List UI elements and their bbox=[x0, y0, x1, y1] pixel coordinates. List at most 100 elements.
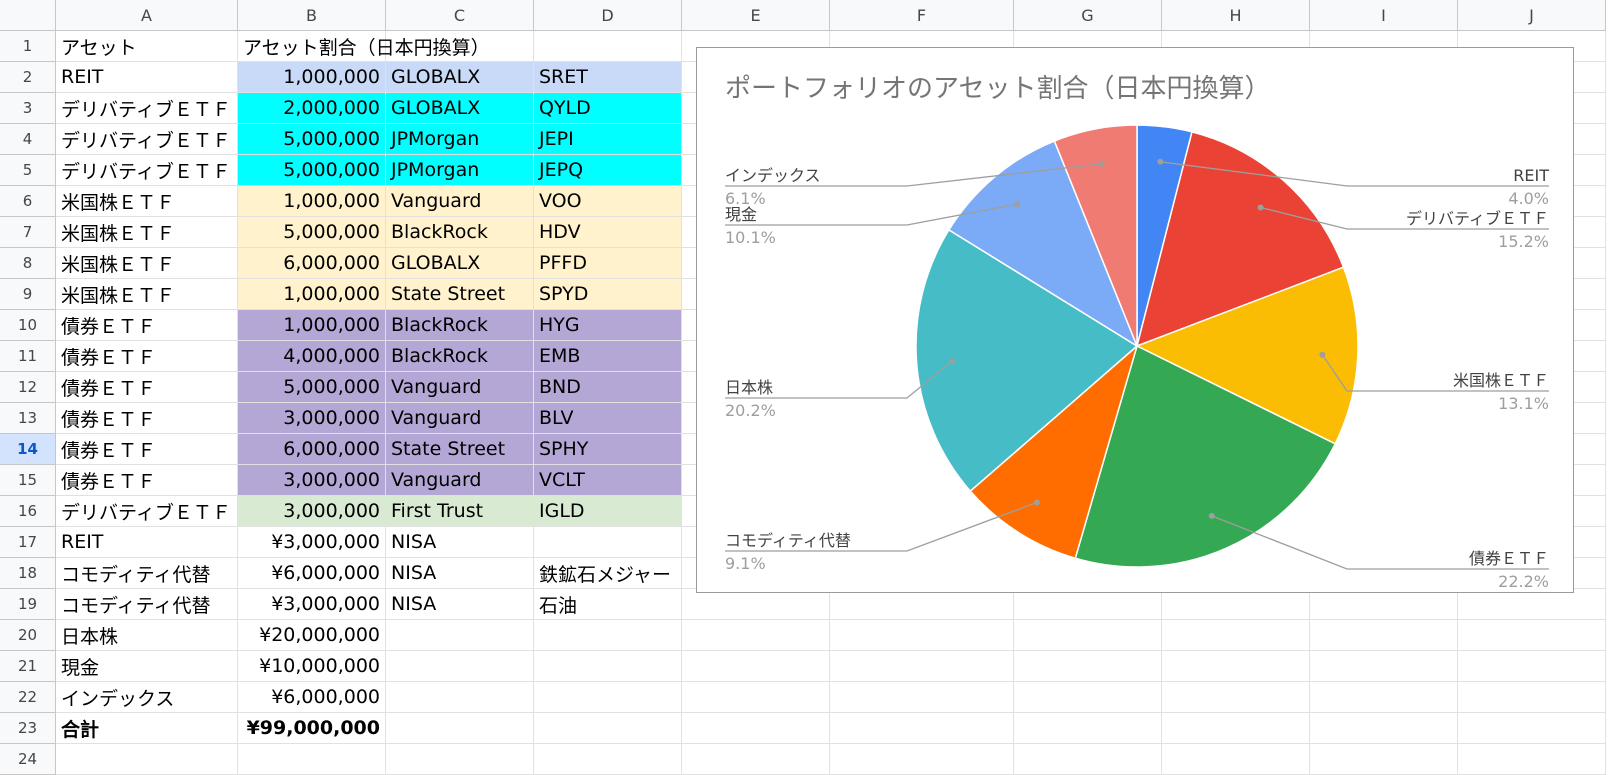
cell-e20[interactable] bbox=[682, 620, 830, 651]
cell-d5[interactable]: JEPQ bbox=[534, 155, 682, 186]
cell-b13[interactable]: 3,000,000 bbox=[238, 403, 386, 434]
cell-a14[interactable]: 債券ＥＴＦ bbox=[56, 434, 238, 465]
cell-b24[interactable] bbox=[238, 744, 386, 775]
cell-e23[interactable] bbox=[682, 713, 830, 744]
row-header-7[interactable]: 7 bbox=[0, 217, 56, 248]
row-header-22[interactable]: 22 bbox=[0, 682, 56, 713]
cell-a21[interactable]: 現金 bbox=[56, 651, 238, 682]
cell-c23[interactable] bbox=[386, 713, 534, 744]
column-header-j[interactable]: J bbox=[1458, 0, 1606, 31]
cell-f21[interactable] bbox=[830, 651, 1014, 682]
cell-a11[interactable]: 債券ＥＴＦ bbox=[56, 341, 238, 372]
pie-slice-1[interactable] bbox=[1135, 130, 1345, 348]
cell-b8[interactable]: 6,000,000 bbox=[238, 248, 386, 279]
cell-d13[interactable]: BLV bbox=[534, 403, 682, 434]
cell-a18[interactable]: コモディティ代替 bbox=[56, 558, 238, 589]
cell-d10[interactable]: HYG bbox=[534, 310, 682, 341]
cell-a2[interactable]: REIT bbox=[56, 62, 238, 93]
cell-a16[interactable]: デリバティブＥＴＦ bbox=[56, 496, 238, 527]
cell-c4[interactable]: JPMorgan bbox=[386, 124, 534, 155]
cell-f20[interactable] bbox=[830, 620, 1014, 651]
cell-j23[interactable] bbox=[1458, 713, 1606, 744]
row-header-5[interactable]: 5 bbox=[0, 155, 56, 186]
cell-c11[interactable]: BlackRock bbox=[386, 341, 534, 372]
cell-d14[interactable]: SPHY bbox=[534, 434, 682, 465]
cell-d15[interactable]: VCLT bbox=[534, 465, 682, 496]
row-header-19[interactable]: 19 bbox=[0, 589, 56, 620]
cell-b23[interactable]: ¥99,000,000 bbox=[238, 713, 386, 744]
cell-i19[interactable] bbox=[1310, 589, 1458, 620]
column-header-b[interactable]: B bbox=[238, 0, 386, 31]
cell-c22[interactable] bbox=[386, 682, 534, 713]
row-header-4[interactable]: 4 bbox=[0, 124, 56, 155]
cell-h21[interactable] bbox=[1162, 651, 1310, 682]
cell-b7[interactable]: 5,000,000 bbox=[238, 217, 386, 248]
cell-e24[interactable] bbox=[682, 744, 830, 775]
cell-a6[interactable]: 米国株ＥＴＦ bbox=[56, 186, 238, 217]
row-header-13[interactable]: 13 bbox=[0, 403, 56, 434]
cell-b20[interactable]: ¥20,000,000 bbox=[238, 620, 386, 651]
row-header-21[interactable]: 21 bbox=[0, 651, 56, 682]
cell-j22[interactable] bbox=[1458, 682, 1606, 713]
cell-a23[interactable]: 合計 bbox=[56, 713, 238, 744]
column-header-a[interactable]: A bbox=[56, 0, 238, 31]
cell-h19[interactable] bbox=[1162, 589, 1310, 620]
cell-i24[interactable] bbox=[1310, 744, 1458, 775]
pie-slice-4[interactable] bbox=[969, 343, 1139, 560]
cell-c5[interactable]: JPMorgan bbox=[386, 155, 534, 186]
row-header-1[interactable]: 1 bbox=[0, 31, 56, 62]
cell-b17[interactable]: ¥3,000,000 bbox=[238, 527, 386, 558]
cell-g19[interactable] bbox=[1014, 589, 1162, 620]
cell-c18[interactable]: NISA bbox=[386, 558, 534, 589]
cell-b12[interactable]: 5,000,000 bbox=[238, 372, 386, 403]
cell-a17[interactable]: REIT bbox=[56, 527, 238, 558]
cell-e21[interactable] bbox=[682, 651, 830, 682]
cell-d6[interactable]: VOO bbox=[534, 186, 682, 217]
cell-d9[interactable]: SPYD bbox=[534, 279, 682, 310]
cell-a10[interactable]: 債券ＥＴＦ bbox=[56, 310, 238, 341]
cell-h20[interactable] bbox=[1162, 620, 1310, 651]
cell-d1[interactable] bbox=[534, 31, 682, 62]
cell-j19[interactable] bbox=[1458, 589, 1606, 620]
cell-b2[interactable]: 1,000,000 bbox=[238, 62, 386, 93]
cell-d22[interactable] bbox=[534, 682, 682, 713]
cell-c16[interactable]: First Trust bbox=[386, 496, 534, 527]
row-header-2[interactable]: 2 bbox=[0, 62, 56, 93]
cell-a15[interactable]: 債券ＥＴＦ bbox=[56, 465, 238, 496]
cell-j24[interactable] bbox=[1458, 744, 1606, 775]
cell-d18[interactable]: 鉄鉱石メジャー bbox=[534, 558, 682, 589]
cell-d2[interactable]: SRET bbox=[534, 62, 682, 93]
cell-b21[interactable]: ¥10,000,000 bbox=[238, 651, 386, 682]
cell-f23[interactable] bbox=[830, 713, 1014, 744]
row-header-11[interactable]: 11 bbox=[0, 341, 56, 372]
cell-c14[interactable]: State Street bbox=[386, 434, 534, 465]
cell-a12[interactable]: 債券ＥＴＦ bbox=[56, 372, 238, 403]
cell-g21[interactable] bbox=[1014, 651, 1162, 682]
cell-d8[interactable]: PFFD bbox=[534, 248, 682, 279]
cell-i23[interactable] bbox=[1310, 713, 1458, 744]
cell-c15[interactable]: Vanguard bbox=[386, 465, 534, 496]
cell-b6[interactable]: 1,000,000 bbox=[238, 186, 386, 217]
cell-d7[interactable]: HDV bbox=[534, 217, 682, 248]
cell-a22[interactable]: インデックス bbox=[56, 682, 238, 713]
cell-a24[interactable] bbox=[56, 744, 238, 775]
cell-d20[interactable] bbox=[534, 620, 682, 651]
cell-h22[interactable] bbox=[1162, 682, 1310, 713]
cell-c12[interactable]: Vanguard bbox=[386, 372, 534, 403]
cell-b4[interactable]: 5,000,000 bbox=[238, 124, 386, 155]
cell-i21[interactable] bbox=[1310, 651, 1458, 682]
cell-h23[interactable] bbox=[1162, 713, 1310, 744]
cell-d16[interactable]: IGLD bbox=[534, 496, 682, 527]
cell-a4[interactable]: デリバティブＥＴＦ bbox=[56, 124, 238, 155]
cell-b15[interactable]: 3,000,000 bbox=[238, 465, 386, 496]
pie-slice-7[interactable] bbox=[1053, 124, 1138, 347]
cell-g23[interactable] bbox=[1014, 713, 1162, 744]
cell-b14[interactable]: 6,000,000 bbox=[238, 434, 386, 465]
cell-c17[interactable]: NISA bbox=[386, 527, 534, 558]
cell-c1[interactable] bbox=[386, 31, 534, 62]
column-header-e[interactable]: E bbox=[682, 0, 830, 31]
cell-i20[interactable] bbox=[1310, 620, 1458, 651]
row-header-12[interactable]: 12 bbox=[0, 372, 56, 403]
pie-chart[interactable]: ポートフォリオのアセット割合（日本円換算） REIT 4.0% デリバティブＥＴＦ 1… bbox=[696, 47, 1574, 593]
cell-d11[interactable]: EMB bbox=[534, 341, 682, 372]
